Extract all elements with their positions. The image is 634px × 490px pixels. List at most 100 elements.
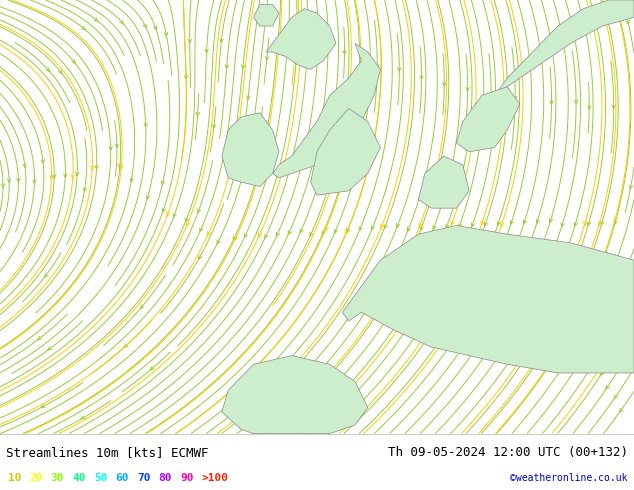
FancyArrowPatch shape — [408, 227, 410, 231]
FancyArrowPatch shape — [140, 305, 144, 309]
Polygon shape — [342, 225, 634, 373]
Text: 20: 20 — [29, 472, 42, 483]
FancyArrowPatch shape — [205, 49, 209, 53]
FancyArrowPatch shape — [242, 65, 245, 68]
FancyArrowPatch shape — [16, 178, 20, 182]
FancyArrowPatch shape — [83, 188, 86, 191]
FancyArrowPatch shape — [605, 385, 609, 390]
FancyArrowPatch shape — [1, 184, 4, 187]
FancyArrowPatch shape — [200, 228, 203, 231]
FancyArrowPatch shape — [44, 273, 48, 278]
FancyArrowPatch shape — [257, 135, 260, 139]
FancyArrowPatch shape — [109, 147, 112, 150]
FancyArrowPatch shape — [614, 217, 617, 221]
FancyArrowPatch shape — [458, 224, 462, 227]
FancyArrowPatch shape — [523, 220, 526, 223]
FancyArrowPatch shape — [343, 50, 346, 54]
FancyArrowPatch shape — [146, 196, 150, 199]
FancyArrowPatch shape — [50, 175, 53, 179]
FancyArrowPatch shape — [8, 179, 11, 182]
FancyArrowPatch shape — [33, 180, 36, 183]
FancyArrowPatch shape — [397, 223, 399, 227]
FancyArrowPatch shape — [185, 218, 188, 221]
Text: 50: 50 — [94, 472, 107, 483]
FancyArrowPatch shape — [592, 339, 595, 343]
FancyArrowPatch shape — [41, 404, 45, 408]
FancyArrowPatch shape — [144, 123, 147, 126]
FancyArrowPatch shape — [72, 60, 76, 64]
FancyArrowPatch shape — [310, 232, 313, 236]
FancyArrowPatch shape — [225, 65, 228, 68]
FancyArrowPatch shape — [612, 105, 616, 108]
Polygon shape — [266, 9, 336, 70]
Text: 80: 80 — [158, 472, 172, 483]
Text: 30: 30 — [51, 472, 64, 483]
FancyArrowPatch shape — [75, 172, 79, 176]
FancyArrowPatch shape — [626, 21, 630, 24]
FancyArrowPatch shape — [46, 68, 50, 72]
FancyArrowPatch shape — [64, 174, 67, 177]
FancyArrowPatch shape — [164, 33, 167, 36]
FancyArrowPatch shape — [591, 315, 594, 318]
FancyArrowPatch shape — [510, 220, 514, 224]
Polygon shape — [222, 356, 368, 434]
FancyArrowPatch shape — [53, 175, 56, 178]
FancyArrowPatch shape — [398, 68, 401, 71]
FancyArrowPatch shape — [384, 224, 387, 228]
Polygon shape — [311, 108, 380, 195]
Polygon shape — [456, 87, 520, 152]
FancyArrowPatch shape — [433, 225, 436, 229]
Text: Th 09-05-2024 12:00 UTC (00+132): Th 09-05-2024 12:00 UTC (00+132) — [387, 446, 628, 459]
FancyArrowPatch shape — [614, 220, 618, 224]
FancyArrowPatch shape — [574, 100, 578, 103]
Text: 60: 60 — [115, 472, 129, 483]
FancyArrowPatch shape — [419, 223, 422, 227]
FancyArrowPatch shape — [37, 336, 42, 340]
FancyArrowPatch shape — [574, 222, 578, 226]
FancyArrowPatch shape — [372, 225, 375, 229]
FancyArrowPatch shape — [153, 26, 157, 29]
FancyArrowPatch shape — [471, 223, 474, 226]
FancyArrowPatch shape — [233, 236, 236, 240]
FancyArrowPatch shape — [312, 32, 315, 35]
FancyArrowPatch shape — [120, 20, 124, 24]
FancyArrowPatch shape — [58, 70, 62, 74]
FancyArrowPatch shape — [220, 39, 223, 43]
FancyArrowPatch shape — [489, 93, 493, 96]
FancyArrowPatch shape — [359, 227, 362, 230]
Polygon shape — [495, 0, 634, 96]
FancyArrowPatch shape — [597, 368, 600, 372]
Polygon shape — [418, 156, 469, 208]
FancyArrowPatch shape — [497, 221, 500, 225]
FancyArrowPatch shape — [276, 232, 280, 236]
FancyArrowPatch shape — [501, 222, 504, 226]
FancyArrowPatch shape — [115, 144, 119, 147]
FancyArrowPatch shape — [325, 226, 328, 231]
Polygon shape — [254, 4, 279, 26]
FancyArrowPatch shape — [167, 212, 170, 216]
FancyArrowPatch shape — [276, 172, 280, 176]
FancyArrowPatch shape — [375, 65, 379, 68]
FancyArrowPatch shape — [630, 185, 633, 189]
FancyArrowPatch shape — [322, 231, 325, 235]
FancyArrowPatch shape — [598, 221, 602, 226]
FancyArrowPatch shape — [309, 413, 314, 416]
FancyArrowPatch shape — [184, 75, 188, 79]
FancyArrowPatch shape — [186, 222, 190, 226]
Polygon shape — [273, 44, 380, 178]
FancyArrowPatch shape — [595, 357, 598, 362]
FancyArrowPatch shape — [235, 236, 238, 241]
FancyArrowPatch shape — [247, 96, 250, 99]
Polygon shape — [222, 113, 279, 187]
FancyArrowPatch shape — [196, 112, 200, 116]
FancyArrowPatch shape — [265, 234, 268, 238]
FancyArrowPatch shape — [600, 221, 604, 225]
Text: 40: 40 — [72, 472, 86, 483]
FancyArrowPatch shape — [614, 394, 618, 399]
FancyArrowPatch shape — [71, 175, 75, 179]
FancyArrowPatch shape — [173, 213, 176, 217]
FancyArrowPatch shape — [288, 230, 291, 234]
FancyArrowPatch shape — [338, 154, 341, 158]
FancyArrowPatch shape — [446, 224, 449, 228]
FancyArrowPatch shape — [150, 367, 154, 370]
